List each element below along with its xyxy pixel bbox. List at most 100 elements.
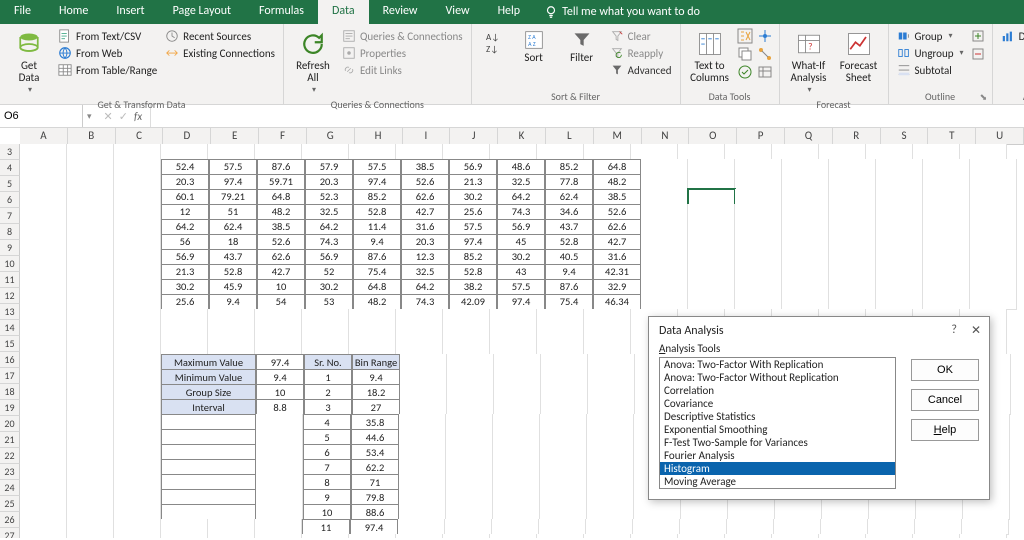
from-table-range-button[interactable]: From Table/Range	[56, 62, 159, 78]
cancel-button[interactable]: Cancel	[911, 389, 979, 411]
from-text-csv-button[interactable]: From Text/CSV	[56, 28, 159, 44]
tab-page-layout[interactable]: Page Layout	[159, 0, 245, 24]
sort-button[interactable]: Z AA Z Sort	[512, 28, 556, 66]
clear-button[interactable]: Clear	[608, 28, 674, 44]
tab-data[interactable]: Data	[318, 0, 369, 24]
subtotal-icon	[897, 63, 911, 77]
from-web-button[interactable]: From Web	[56, 45, 159, 61]
database-icon	[15, 30, 43, 58]
what-if-button[interactable]: ? What-If Analysis▾	[786, 28, 832, 97]
existing-connections-button[interactable]: Existing Connections	[163, 45, 277, 61]
globe-icon	[58, 46, 72, 60]
consolidate-icon[interactable]	[757, 28, 773, 44]
table-icon	[58, 63, 72, 77]
help-button[interactable]: Help	[911, 419, 979, 441]
ribbon-group-forecast: ? What-If Analysis▾ Forecast Sheet Forec…	[780, 24, 889, 104]
refresh-all-button[interactable]: Refresh All▾	[290, 28, 336, 97]
tab-formulas[interactable]: Formulas	[245, 0, 318, 24]
forecast-sheet-button[interactable]: Forecast Sheet	[836, 28, 882, 86]
subtotal-button[interactable]: Subtotal	[895, 62, 966, 78]
data-validation-icon[interactable]	[737, 64, 753, 80]
dialog-help-icon[interactable]: ?	[951, 323, 957, 338]
group-label: Forecast	[786, 97, 882, 112]
analysis-tool-item[interactable]: Descriptive Statistics	[660, 410, 895, 423]
analysis-tool-item[interactable]: Anova: Two-Factor With Replication	[660, 358, 895, 371]
refresh-icon	[299, 30, 327, 58]
ribbon-group-sort-filter: A↓Z↓ Z AA Z Sort Filter Clear Reapply Ad…	[472, 24, 681, 104]
get-data-label: Get Data	[19, 60, 40, 84]
properties-button[interactable]: Properties	[340, 45, 465, 61]
ribbon-group-get-transform: Get Data▾ From Text/CSV From Web From Ta…	[0, 24, 284, 104]
get-data-button[interactable]: Get Data▾	[6, 28, 52, 97]
dialog-close-icon[interactable]: ✕	[971, 323, 981, 338]
data-analysis-button[interactable]: Data Analysis	[999, 28, 1024, 44]
ribbon-group-analysis: Data Analysis Analysis	[993, 24, 1024, 104]
outline-dialog-launcher-icon[interactable]: ⬊	[980, 92, 990, 102]
remove-duplicates-icon[interactable]	[737, 46, 753, 62]
show-detail-icon[interactable]	[970, 28, 986, 44]
sort-icon: Z AA Z	[524, 30, 544, 50]
data-analysis-dialog: Data Analysis ? ✕ Analysis Tools Anova: …	[648, 316, 990, 500]
analysis-tool-item[interactable]: F-Test Two-Sample for Variances	[660, 436, 895, 449]
data-tools-small1	[737, 28, 753, 80]
forecast-icon	[845, 30, 873, 58]
analysis-tool-item[interactable]: Moving Average	[660, 475, 895, 488]
what-if-icon: ?	[795, 30, 823, 58]
tab-insert[interactable]: Insert	[102, 0, 158, 24]
group-label: Get & Transform Data	[6, 97, 277, 112]
funnel-icon	[572, 30, 592, 50]
text-to-columns-button[interactable]: Text to Columns	[687, 28, 733, 86]
advanced-button[interactable]: Advanced	[608, 62, 674, 78]
sort-az-button[interactable]: A↓Z↓	[478, 28, 508, 58]
analysis-tool-item[interactable]: Histogram	[660, 462, 895, 475]
properties-icon	[342, 46, 356, 60]
analysis-tool-item[interactable]: Fourier Analysis	[660, 449, 895, 462]
analysis-tools-list[interactable]: Anova: Two-Factor With ReplicationAnova:…	[659, 357, 896, 489]
tab-file[interactable]: File	[0, 0, 45, 24]
tab-view[interactable]: View	[432, 0, 484, 24]
hide-detail-icon[interactable]	[970, 46, 986, 62]
svg-text:A↓: A↓	[486, 32, 499, 43]
tab-bar: File Home Insert Page Layout Formulas Da…	[0, 0, 1024, 24]
analysis-tool-item[interactable]: Correlation	[660, 384, 895, 397]
tab-review[interactable]: Review	[369, 0, 432, 24]
data-model-icon[interactable]	[757, 64, 773, 80]
ribbon-group-queries: Refresh All▾ Queries & Connections Prope…	[284, 24, 472, 104]
edit-links-button[interactable]: Edit Links	[340, 62, 465, 78]
text-to-columns-label: Text to Columns	[690, 60, 729, 84]
group-label: Data Tools	[687, 89, 773, 104]
ribbon-group-data-tools: Text to Columns Data Tools	[681, 24, 780, 104]
ungroup-button[interactable]: Ungroup▾	[895, 45, 966, 61]
lightbulb-icon	[544, 5, 558, 19]
worksheet[interactable]: ABCDEFGHIJKLMNOPQRSTU 345678910111213141…	[0, 128, 1024, 538]
text-to-columns-icon	[696, 30, 724, 58]
tell-me[interactable]: Tell me what you want to do	[534, 0, 710, 24]
link-icon	[342, 63, 356, 77]
column-headers[interactable]: ABCDEFGHIJKLMNOPQRSTU	[20, 128, 1024, 145]
svg-text:?: ?	[808, 40, 812, 52]
sort-label: Sort	[524, 52, 542, 64]
relationships-icon[interactable]	[757, 46, 773, 62]
dialog-title: Data Analysis	[659, 324, 724, 338]
ungroup-icon	[897, 46, 911, 60]
analysis-tool-item[interactable]: Anova: Two-Factor Without Replication	[660, 371, 895, 384]
group-label: Analysis	[999, 89, 1024, 104]
filter-button[interactable]: Filter	[560, 28, 604, 66]
reapply-button[interactable]: Reapply	[608, 45, 674, 61]
queries-icon	[342, 29, 356, 43]
formula-input[interactable]	[150, 105, 1024, 127]
text-file-icon	[58, 29, 72, 43]
row-headers[interactable]: 3456789101112131415161718192021222324252…	[0, 144, 20, 538]
svg-text:Z↓: Z↓	[486, 44, 498, 55]
analysis-tool-item[interactable]: Covariance	[660, 397, 895, 410]
ribbon-group-outline: Group▾ Ungroup▾ Subtotal Outline ⬊	[889, 24, 993, 104]
tab-help[interactable]: Help	[484, 0, 535, 24]
flash-fill-icon[interactable]	[737, 28, 753, 44]
queries-connections-button[interactable]: Queries & Connections	[340, 28, 465, 44]
recent-sources-button[interactable]: Recent Sources	[163, 28, 277, 44]
analysis-icon	[1001, 29, 1015, 43]
analysis-tool-item[interactable]: Exponential Smoothing	[660, 423, 895, 436]
group-button[interactable]: Group▾	[895, 28, 966, 44]
ok-button[interactable]: OK	[911, 359, 979, 381]
tab-home[interactable]: Home	[45, 0, 102, 24]
